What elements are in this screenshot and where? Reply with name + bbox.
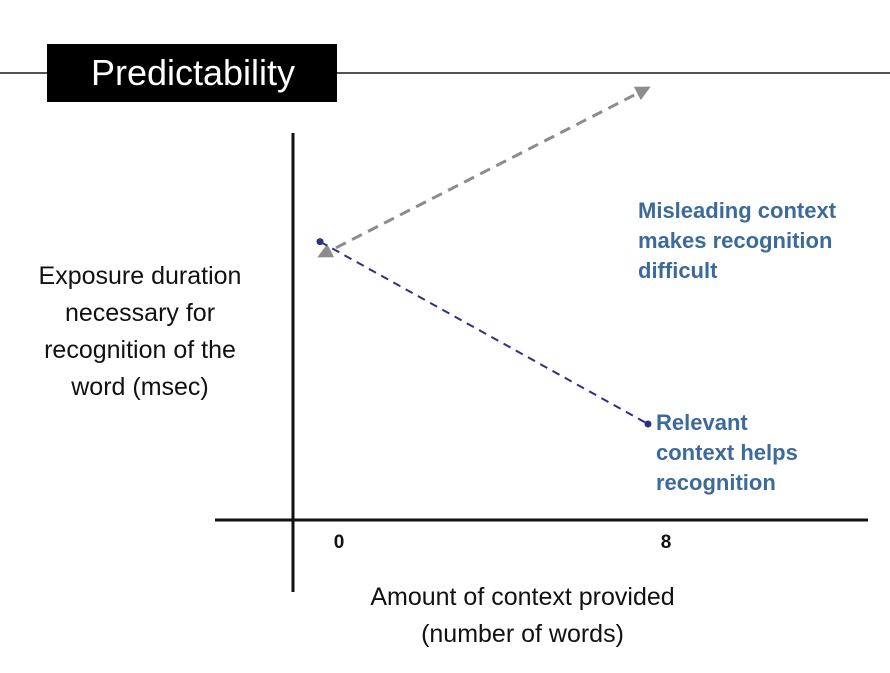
relevant-context-point-start [316,238,324,246]
relevant-context-point-end [644,420,652,428]
series-layer [316,86,652,428]
x-tick-label-8: 8 [661,532,672,553]
x-tick-label-0: 0 [334,532,345,553]
relevant-context-annotation: Relevant context helps recognition [656,410,798,495]
y-axis-label: Exposure duration necessary for recognit… [38,262,242,401]
x-axis-label: Amount of context provided (number of wo… [370,583,675,648]
title-rule [0,72,890,74]
misleading-context-line [317,86,651,258]
relevant-context-line [319,240,649,425]
chart-title: Predictability [47,44,337,102]
misleading-context-annotation: Misleading context makes recognition dif… [638,198,837,283]
